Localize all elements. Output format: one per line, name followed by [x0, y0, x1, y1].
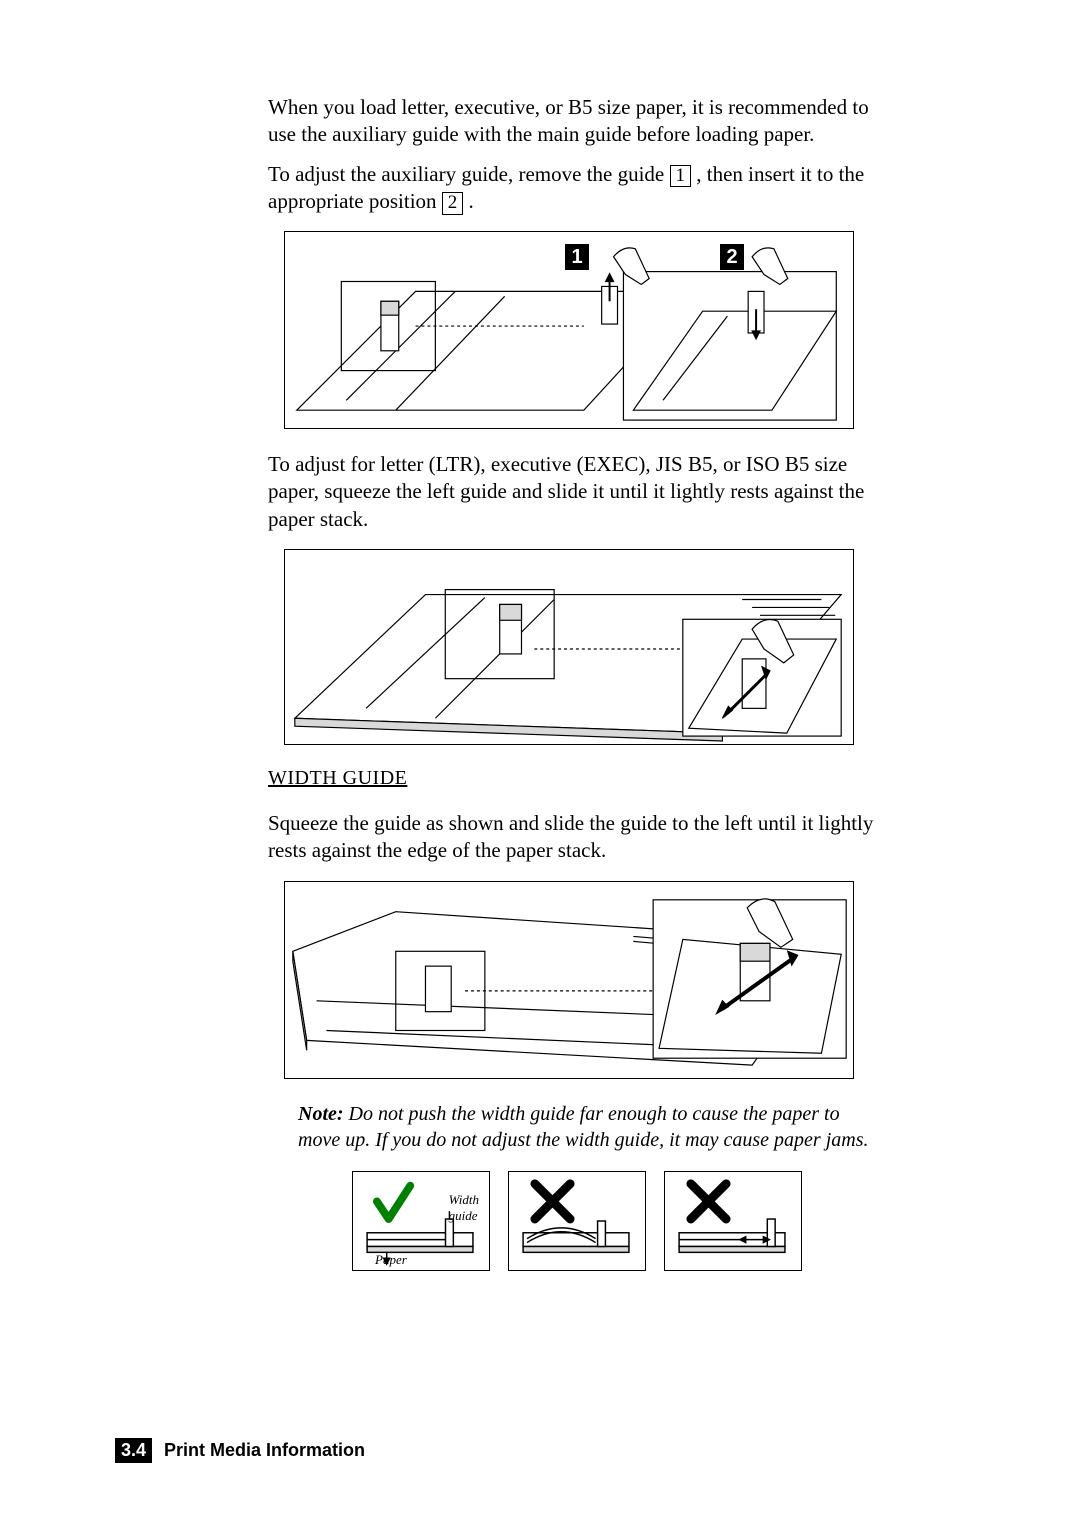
mini-diagram-row: Width guide Paper — [268, 1171, 886, 1271]
figure-1-svg — [285, 232, 853, 428]
p1b-post: . — [463, 189, 474, 213]
footer-badge-right: 4 — [136, 1440, 146, 1460]
paragraph-3: Squeeze the guide as shown and slide the… — [268, 810, 886, 865]
page-footer: 3.4 Print Media Information — [115, 1438, 365, 1463]
page-content: When you load letter, executive, or B5 s… — [268, 94, 886, 1271]
mini-width-guide-label: Width guide — [449, 1192, 479, 1224]
mini-wrong-bulge — [508, 1171, 646, 1271]
figure-2-svg — [285, 550, 853, 744]
paragraph-1a: When you load letter, executive, or B5 s… — [268, 94, 886, 149]
p1b-pre: To adjust the auxiliary guide, remove th… — [268, 162, 670, 186]
mini-wrong-gap — [664, 1171, 802, 1271]
figure-length-guide — [284, 549, 854, 745]
note-label: Note: — [298, 1103, 344, 1125]
width-guide-heading: WIDTH GUIDE — [268, 767, 886, 790]
footer-page-badge: 3.4 — [115, 1438, 152, 1463]
mini-paper-label: Paper — [375, 1252, 407, 1268]
figure-aux-guide: 1 2 — [284, 231, 854, 429]
figure-width-guide — [284, 881, 854, 1079]
inline-box-1: 1 — [670, 165, 692, 188]
paragraph-1b: To adjust the auxiliary guide, remove th… — [268, 161, 886, 216]
note-text: Do not push the width guide far enough t… — [298, 1103, 868, 1151]
figure-3-svg — [285, 882, 853, 1078]
paragraph-2: To adjust for letter (LTR), executive (E… — [268, 451, 886, 533]
inline-box-2: 2 — [442, 192, 464, 215]
footer-title: Print Media Information — [164, 1440, 365, 1461]
note-paragraph: Note: Do not push the width guide far en… — [298, 1101, 886, 1153]
mini-correct: Width guide Paper — [352, 1171, 490, 1271]
footer-badge-left: 3. — [121, 1440, 136, 1460]
